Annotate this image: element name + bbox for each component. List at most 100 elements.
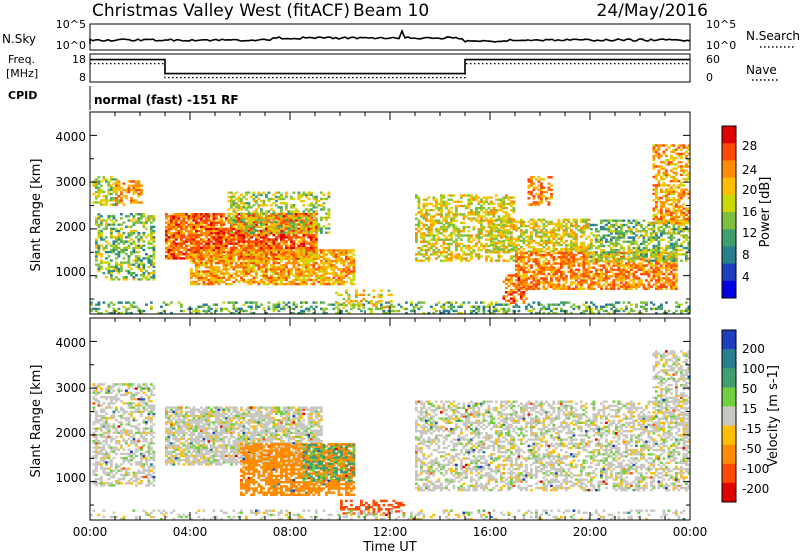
power-cell xyxy=(540,237,543,240)
power-cell xyxy=(350,278,353,282)
power-cell xyxy=(565,253,568,257)
power-cell xyxy=(572,224,576,228)
power-cell xyxy=(127,234,131,237)
power-cell xyxy=(97,267,101,271)
power-cell xyxy=(512,202,516,206)
power-cell xyxy=(117,267,121,271)
power-cell xyxy=(347,302,351,305)
power-cell xyxy=(207,219,211,222)
power-cell xyxy=(200,278,203,282)
power-cell xyxy=(237,242,241,245)
power-cell xyxy=(580,256,583,259)
power-cell xyxy=(425,251,428,254)
power-cell xyxy=(525,256,528,259)
power-cell xyxy=(192,225,196,228)
power-cell xyxy=(122,188,126,192)
power-cell xyxy=(427,230,431,233)
power-cell xyxy=(350,300,353,303)
power-cell xyxy=(290,231,293,234)
power-cell xyxy=(377,300,381,303)
power-cell xyxy=(280,193,283,196)
power-cell xyxy=(472,309,476,313)
power-cell xyxy=(440,259,443,262)
power-cell xyxy=(135,182,138,185)
power-cell xyxy=(217,249,221,252)
power-cell xyxy=(530,227,533,230)
power-cell xyxy=(257,261,261,265)
power-cell xyxy=(210,219,213,222)
power-cell xyxy=(240,217,243,220)
power-cell xyxy=(237,229,241,233)
power-cell xyxy=(210,266,213,269)
power-cell xyxy=(555,241,558,245)
power-cell xyxy=(307,208,311,211)
power-cell xyxy=(565,309,568,313)
power-cell xyxy=(267,225,271,228)
power-cell xyxy=(170,215,173,218)
power-cell xyxy=(542,262,546,265)
power-cell xyxy=(610,260,613,263)
power-cell xyxy=(577,281,581,284)
power-cell xyxy=(507,232,511,235)
power-cell xyxy=(417,307,421,311)
power-cell xyxy=(600,307,603,311)
power-cell xyxy=(590,307,593,311)
power-cell xyxy=(215,278,218,282)
power-cell xyxy=(282,253,286,256)
power-cell xyxy=(237,225,241,228)
power-cell xyxy=(585,301,588,304)
power-cell xyxy=(277,220,281,224)
power-cell xyxy=(620,285,623,288)
power-cell xyxy=(470,200,473,203)
power-cell xyxy=(542,231,546,234)
power-cell xyxy=(470,255,473,258)
power-cell xyxy=(372,304,376,307)
power-cell xyxy=(150,236,153,239)
power-cell xyxy=(267,197,271,201)
power-cell xyxy=(310,251,313,254)
power-cell xyxy=(477,232,481,235)
power-cell xyxy=(267,219,271,222)
power-cell xyxy=(270,204,273,207)
power-cell xyxy=(217,240,221,243)
power-cell xyxy=(502,250,506,253)
power-cell xyxy=(125,215,128,218)
power-cell xyxy=(270,197,273,201)
power-cell xyxy=(422,223,426,227)
power-cell xyxy=(305,268,308,271)
power-cell xyxy=(547,305,551,308)
power-cell xyxy=(185,217,188,220)
power-cell xyxy=(252,301,256,304)
power-cell xyxy=(140,261,143,264)
power-cell xyxy=(237,219,241,222)
power-cell xyxy=(187,238,191,241)
power-cell xyxy=(617,262,621,265)
power-cell xyxy=(547,311,551,315)
power-cell xyxy=(107,305,111,308)
power-cell xyxy=(267,191,271,194)
power-cell xyxy=(272,202,276,205)
power-cell xyxy=(292,307,296,311)
power-cell xyxy=(325,227,328,230)
power-cell xyxy=(247,240,251,243)
power-cell xyxy=(440,215,443,218)
power-cell xyxy=(492,224,496,228)
power-cell xyxy=(562,218,566,221)
power-cell xyxy=(425,253,428,256)
power-cell xyxy=(197,255,201,258)
power-cell xyxy=(332,266,336,269)
power-cell xyxy=(225,246,228,250)
power-cell xyxy=(665,301,668,304)
power-cell xyxy=(120,265,123,268)
power-cell xyxy=(427,255,431,258)
power-cell xyxy=(112,242,116,245)
power-cell xyxy=(512,211,516,214)
power-cell xyxy=(460,242,463,246)
power-cell xyxy=(412,309,416,313)
power-cell xyxy=(130,225,133,228)
power-cell xyxy=(205,225,208,228)
power-cell xyxy=(330,266,333,269)
power-cell xyxy=(247,266,251,269)
power-cell xyxy=(127,244,131,247)
power-cell xyxy=(570,305,573,308)
